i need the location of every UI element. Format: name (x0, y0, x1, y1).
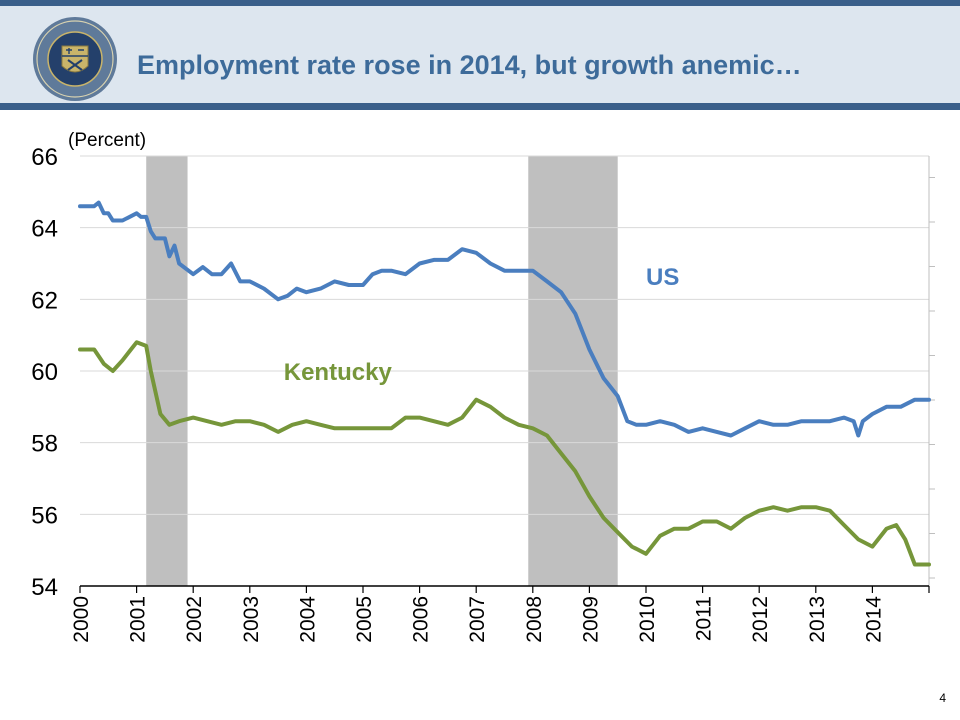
x-tick-label: 2004 (296, 596, 319, 643)
slide-title: Employment rate rose in 2014, but growth… (137, 50, 802, 80)
employment-rate-chart: 54 56 58 60 62 64 66 (Percent) 2000 2001 2002 2003 2… (31, 130, 935, 643)
x-tick-label: 2000 (70, 596, 93, 643)
x-tick-label: 2010 (636, 596, 659, 643)
y-axis-label: (Percent) (68, 130, 146, 151)
x-tick-label: 2003 (240, 596, 263, 643)
y-tick-label: 62 (31, 287, 58, 314)
x-tick-label: 2001 (127, 596, 150, 643)
y-tick-label: 66 (31, 144, 58, 171)
top-accent-bar (0, 0, 960, 6)
x-tick-label: 2006 (410, 596, 433, 643)
x-tick-label: 2011 (693, 596, 716, 641)
y-tick-label: 56 (31, 502, 58, 529)
y-tick-label: 64 (31, 216, 58, 243)
y-tick-label: 60 (31, 359, 58, 386)
series-label-us: US (646, 264, 679, 291)
chart-labels: 54 56 58 60 62 64 66 (Percent) 2000 2001 2002 2003 2… (31, 130, 885, 643)
page-number: 4 (939, 691, 946, 705)
x-tick-label: 2013 (806, 596, 829, 643)
x-tick-label: 2008 (523, 596, 546, 643)
x-tick-label: 2012 (749, 596, 772, 643)
series-line-kentucky (78, 340, 931, 567)
series-lines (78, 200, 931, 567)
header-bottom-bar (0, 103, 960, 110)
x-tick-label: 2005 (353, 596, 376, 643)
y-tick-label: 58 (31, 431, 58, 458)
series-line-us (78, 200, 931, 438)
x-tick-label: 2002 (183, 596, 206, 643)
gridlines (80, 155, 929, 587)
series-label-kentucky: Kentucky (284, 359, 393, 386)
x-tick-label: 2007 (466, 596, 489, 643)
axes (79, 156, 935, 593)
slide-header: Employment rate rose in 2014, but growth… (0, 6, 960, 104)
y-tick-label: 54 (31, 574, 58, 601)
x-tick-label: 2009 (579, 596, 602, 643)
treasury-seal-icon (33, 17, 117, 101)
x-tick-label: 2014 (862, 596, 885, 643)
